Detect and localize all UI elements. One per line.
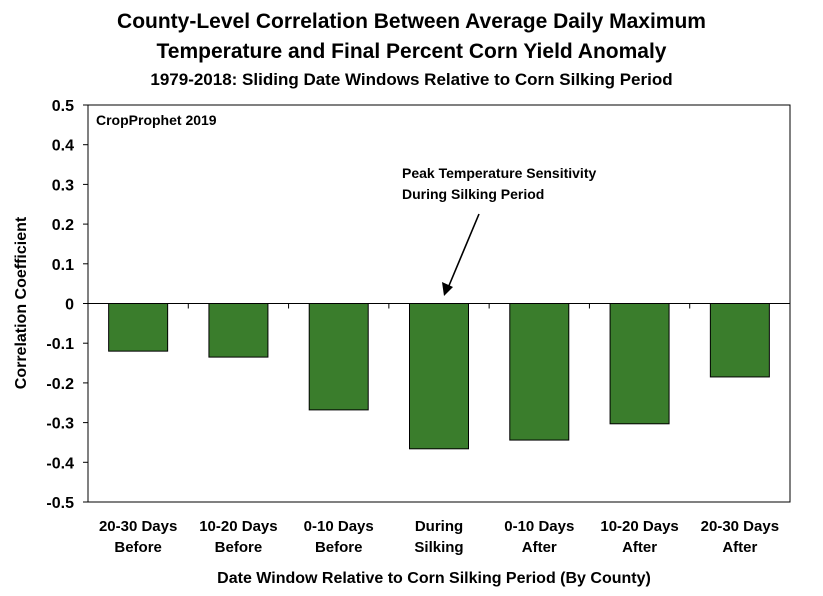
y-tick-label: 0.3 [52, 177, 74, 194]
bar [409, 303, 469, 450]
y-tick-label: -0.4 [46, 455, 74, 472]
bars [108, 303, 791, 450]
y-tick-label: 0.2 [52, 217, 74, 234]
x-category-label: Before [215, 539, 263, 556]
y-tick-label: -0.2 [46, 376, 74, 393]
y-tick-label: -0.5 [46, 495, 74, 512]
bar [108, 303, 169, 352]
bar [509, 303, 570, 441]
x-category-label: After [722, 539, 757, 556]
y-axis-ticks: 0.5 0.4 0.3 0.2 0.1 0 -0.1 -0.2 -0.3 -0.4 -0.5 [46, 98, 88, 512]
x-category-label: Silking [414, 539, 463, 556]
chart-title-line2: Temperature and Final Percent Corn Yield… [156, 40, 667, 63]
annotation-line2: During Silking Period [402, 186, 544, 202]
x-category-label: 0-10 Days [504, 518, 574, 535]
y-tick-label: 0.4 [52, 138, 74, 155]
bar [208, 303, 269, 358]
x-category-label: 10-20 Days [600, 518, 678, 535]
x-category-label: 0-10 Days [304, 518, 374, 535]
watermark-text: CropProphet 2019 [96, 112, 217, 128]
chart-title: County-Level Correlation Between Average… [117, 10, 706, 33]
x-category-label: After [622, 539, 657, 556]
x-category-label: During [415, 518, 463, 535]
annotation-line1: Peak Temperature Sensitivity [402, 165, 596, 181]
x-category-label: Before [315, 539, 363, 556]
y-tick-label: 0 [65, 297, 74, 314]
annotation-arrow [442, 213, 480, 296]
x-axis-category-labels: 20-30 Days Before 10-20 Days Before 0-10 Day… [99, 518, 779, 556]
x-category-label: 20-30 Days [99, 518, 177, 535]
bar [609, 303, 670, 425]
y-tick-label: -0.3 [46, 416, 74, 433]
bar [709, 303, 770, 378]
y-tick-label: 0.5 [52, 98, 74, 115]
x-category-label: 20-30 Days [701, 518, 779, 535]
x-category-label: After [522, 539, 557, 556]
chart-subtitle: 1979-2018: Sliding Date Windows Relative… [150, 70, 673, 89]
x-axis-title: Date Window Relative to Corn Silking Per… [217, 570, 651, 587]
y-tick-label: 0.1 [52, 257, 74, 274]
x-category-label: Before [114, 539, 162, 556]
x-category-label: 10-20 Days [199, 518, 277, 535]
y-tick-label: -0.1 [46, 336, 74, 353]
bar [308, 303, 369, 411]
y-axis-title: Correlation Coefficient [13, 216, 30, 389]
